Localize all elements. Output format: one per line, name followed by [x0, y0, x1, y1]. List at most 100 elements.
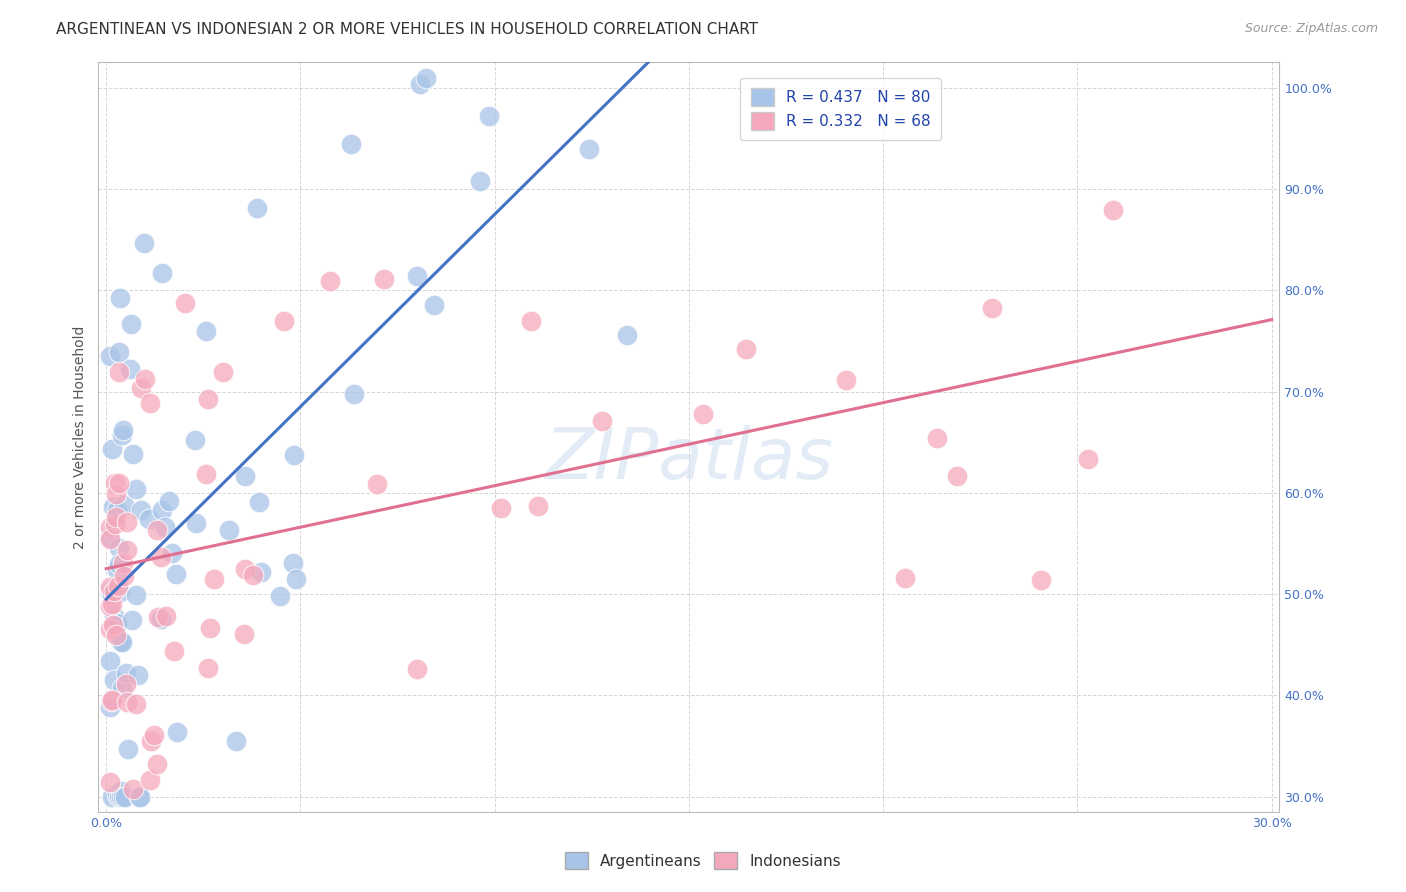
Point [100, 692, 122, 706]
Point [110, 291, 132, 305]
Point [100, 587, 122, 601]
Point [155, 608, 177, 623]
Point [197, 661, 219, 675]
Point [110, 789, 132, 804]
Point [108, 558, 131, 572]
Point [273, 313, 295, 327]
Point [115, 666, 138, 681]
Point [108, 345, 131, 359]
Point [366, 477, 388, 491]
Point [195, 324, 218, 338]
Point [981, 301, 1004, 315]
Point [343, 387, 366, 401]
Point [146, 610, 169, 624]
Point [340, 136, 363, 151]
Point [111, 427, 134, 442]
Point [153, 520, 176, 534]
Point [218, 523, 240, 537]
Point [527, 500, 550, 514]
Point [105, 615, 128, 630]
Point [100, 587, 122, 601]
Point [101, 618, 124, 632]
Point [107, 541, 129, 555]
Point [120, 317, 142, 331]
Point [692, 407, 714, 421]
Point [1102, 202, 1125, 217]
Point [111, 635, 134, 649]
Point [591, 414, 613, 428]
Point [114, 677, 136, 691]
Point [138, 395, 160, 409]
Point [150, 503, 173, 517]
Point [108, 476, 131, 491]
Point [101, 442, 124, 456]
Point [520, 314, 543, 328]
Point [100, 694, 122, 708]
Point [103, 500, 125, 514]
Point [202, 572, 225, 586]
Point [98, 622, 121, 636]
Point [104, 476, 127, 491]
Point [834, 373, 856, 387]
Point [98, 533, 121, 547]
Point [115, 515, 138, 529]
Point [578, 142, 600, 156]
Point [105, 487, 128, 501]
Point [134, 371, 156, 385]
Point [284, 572, 307, 586]
Point [98, 775, 121, 789]
Point [735, 342, 758, 356]
Point [200, 621, 222, 635]
Point [186, 516, 208, 530]
Point [101, 598, 124, 612]
Point [98, 654, 121, 668]
Point [107, 365, 129, 379]
Point [110, 584, 132, 599]
Point [160, 546, 183, 560]
Point [1077, 452, 1099, 467]
Point [112, 568, 135, 582]
Point [225, 734, 247, 748]
Point [146, 756, 169, 771]
Point [103, 673, 125, 688]
Point [925, 431, 948, 445]
Legend: Argentineans, Indonesians: Argentineans, Indonesians [560, 846, 846, 875]
Point [125, 482, 148, 496]
Point [163, 643, 186, 657]
Point [233, 468, 256, 483]
Point [150, 266, 173, 280]
Point [269, 590, 291, 604]
Point [945, 469, 967, 483]
Point [98, 580, 121, 594]
Point [110, 635, 132, 649]
Point [139, 734, 162, 748]
Point [281, 556, 304, 570]
Point [283, 448, 305, 462]
Point [112, 556, 135, 570]
Point [114, 789, 136, 804]
Point [319, 273, 342, 287]
Point [415, 70, 437, 85]
Point [108, 633, 131, 648]
Point [112, 789, 135, 804]
Point [894, 571, 917, 585]
Point [107, 789, 129, 804]
Point [233, 562, 256, 576]
Point [125, 588, 148, 602]
Point [405, 662, 427, 676]
Point [121, 781, 143, 796]
Point [111, 681, 134, 696]
Point [105, 788, 128, 802]
Point [242, 567, 264, 582]
Point [98, 531, 121, 545]
Point [174, 296, 197, 310]
Point [134, 235, 156, 250]
Point [194, 467, 217, 482]
Point [157, 494, 180, 508]
Point [166, 725, 188, 739]
Point [103, 608, 125, 623]
Point [118, 361, 141, 376]
Point [373, 272, 395, 286]
Point [146, 523, 169, 537]
Point [112, 499, 135, 513]
